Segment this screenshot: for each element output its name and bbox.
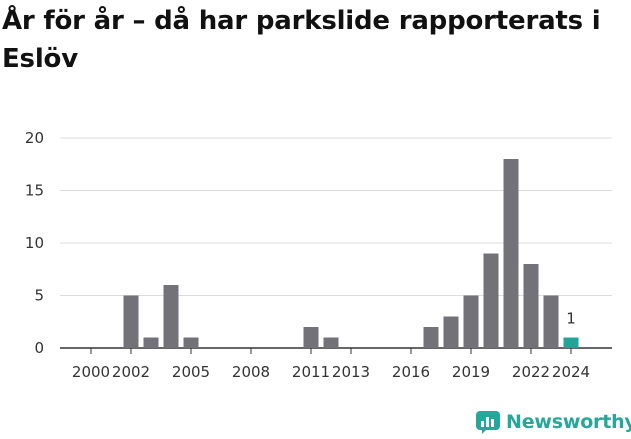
bar-2004	[163, 285, 179, 348]
bar-2003	[143, 337, 159, 348]
y-axis-ticks: 0 5 10 15 20	[25, 129, 44, 357]
bar-2002	[123, 295, 139, 348]
bar-2011	[303, 327, 319, 348]
x-tick-label: 2013	[332, 363, 370, 381]
x-tick-label: 2005	[172, 363, 210, 381]
bar-2020	[483, 253, 499, 348]
bar-2012	[323, 337, 339, 348]
x-tick-label: 2019	[452, 363, 490, 381]
x-axis-ticks: 2000 2002 2005 2008 2011 2013 2016 2019 2022 2024	[72, 348, 590, 381]
y-tick-label: 0	[34, 339, 44, 357]
bar-2021	[503, 159, 519, 348]
x-tick-label: 2024	[552, 363, 590, 381]
y-tick-label: 20	[25, 129, 44, 147]
bar-2022	[523, 264, 539, 348]
x-tick-label: 2022	[512, 363, 550, 381]
x-tick-label: 2000	[72, 363, 110, 381]
bar-2023	[543, 295, 559, 348]
bar-2005	[183, 337, 199, 348]
bar-2024	[563, 337, 579, 348]
y-tick-label: 5	[34, 287, 44, 305]
x-tick-label: 2011	[292, 363, 330, 381]
bar-2017	[423, 327, 439, 348]
bar-2018	[443, 316, 459, 348]
data-labels: 1	[566, 310, 576, 328]
y-tick-label: 15	[25, 182, 44, 200]
newsworthy-logo-icon	[476, 411, 500, 434]
brand-logo: Newsworthy	[476, 406, 631, 438]
brand-name: Newsworthy	[506, 411, 631, 433]
bar-2019	[463, 295, 479, 348]
x-tick-label: 2002	[112, 363, 150, 381]
bars	[123, 159, 579, 348]
data-label-2024: 1	[566, 310, 576, 328]
x-tick-label: 2016	[392, 363, 430, 381]
y-tick-label: 10	[25, 234, 44, 252]
chart-title: År för år – då har parkslide rapporterat…	[2, 6, 601, 74]
x-tick-label: 2008	[232, 363, 270, 381]
